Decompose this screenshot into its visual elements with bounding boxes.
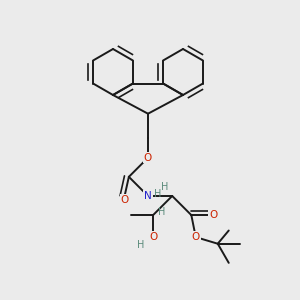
Text: O: O <box>144 153 152 163</box>
Text: O: O <box>209 210 217 220</box>
Text: O: O <box>149 232 157 242</box>
Text: H: H <box>154 189 162 199</box>
Text: H: H <box>158 207 166 217</box>
Text: O: O <box>120 195 129 205</box>
Text: H: H <box>137 240 145 250</box>
Text: H: H <box>160 182 168 192</box>
Text: N: N <box>144 191 152 201</box>
Text: O: O <box>192 232 200 242</box>
